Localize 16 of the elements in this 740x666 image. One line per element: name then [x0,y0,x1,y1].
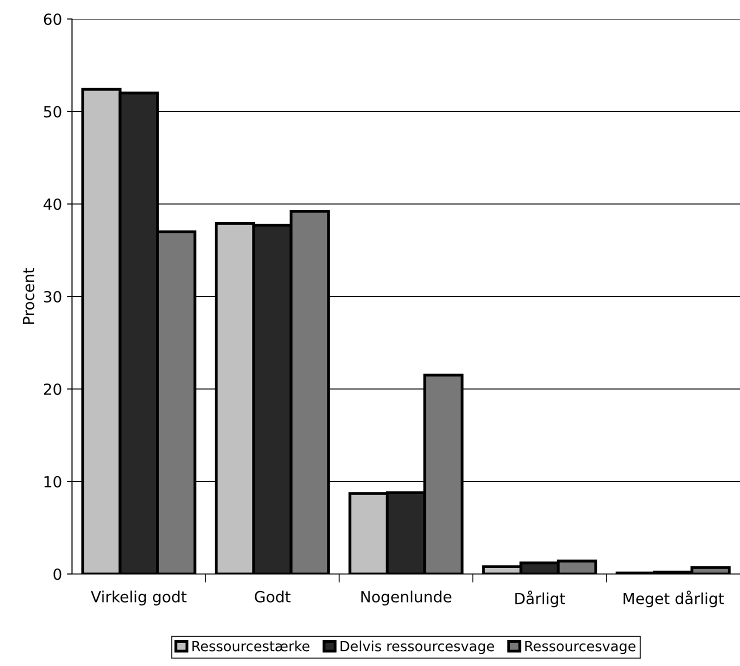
y-tick-label: 0 [54,568,62,580]
y-tick-label: 30 [44,290,62,303]
y-tick-label: 60 [44,13,62,26]
x-tick-label: Godt [254,590,290,602]
x-tick-label: Dårligt [515,590,566,608]
y-tick-label: 50 [44,106,62,118]
legend-label: Delvis ressourcesvage [340,640,494,654]
y-tick-label: 10 [44,476,62,488]
y-axis-title: Procent [22,268,34,324]
x-tick-label: Virkelig godt [90,590,186,606]
x-tick-label: Meget dårligt [624,590,724,608]
legend-label: Ressourcestærke [192,640,310,652]
x-tick-label: Nogenlunde [361,590,452,606]
legend-label: Ressourcesvage [525,641,636,654]
y-tick-label: 20 [44,383,62,396]
y-tick-label: 40 [44,198,62,210]
